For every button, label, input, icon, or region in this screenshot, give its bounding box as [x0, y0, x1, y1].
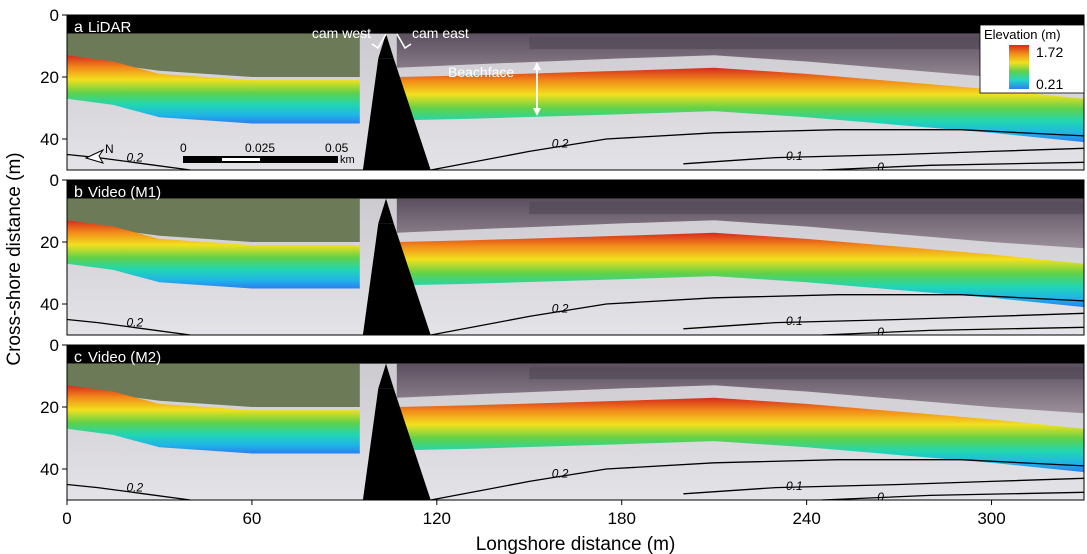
x-tick-label: 180: [608, 509, 636, 528]
dune-shadow: [529, 366, 1084, 380]
y-tick-label: 0: [50, 171, 59, 190]
x-tick-label: 300: [977, 509, 1005, 528]
elevation-band-west: [67, 385, 360, 454]
y-tick-label: 20: [40, 398, 59, 417]
vegetation-west: [67, 33, 360, 77]
panel-image: 0.2 0.2 0.1 0: [67, 345, 1084, 504]
scalebar-label: 0: [180, 141, 187, 155]
scalebar-segment: [222, 158, 260, 161]
cam-east-arrow: [396, 33, 412, 50]
beachface-label: Beachface: [448, 64, 514, 80]
contour-label: 0.1: [786, 314, 803, 328]
contour-line: [67, 153, 191, 170]
title-bar: [67, 15, 1084, 34]
y-tick-label: 20: [40, 233, 59, 252]
scalebar: [183, 156, 338, 163]
north-arrow-icon: [84, 148, 105, 164]
title-bar: [67, 180, 1084, 199]
panel-b: 0.2 0.2 0.1 0 b Video (M1): [66, 179, 1085, 339]
contour-label: 0.2: [126, 481, 143, 495]
colorbar-max-label: 1.72: [1036, 44, 1063, 60]
elevation-band-east: [396, 232, 1084, 308]
panel-image: 0.2 0.2 0.1 0: [67, 180, 1084, 339]
camera-mask-top: [378, 33, 394, 59]
colorbar: [1009, 45, 1029, 89]
panel-border: [66, 179, 1085, 336]
contour-line: [821, 491, 1084, 500]
beachface-arrow-head-down: [533, 108, 541, 116]
camera-mask: [362, 58, 431, 170]
contour-label: 0.2: [126, 151, 143, 165]
contour-line: [67, 483, 191, 500]
panel-a: 0.2 0.2 0.1 0 a LiDAR: [66, 14, 1085, 174]
contour-line: [67, 318, 191, 335]
panel-letter: b: [74, 184, 83, 201]
beachface-arrow-head-up: [533, 62, 541, 70]
scalebar-label: 0.05: [325, 141, 349, 155]
contour-line: [683, 147, 1084, 165]
panel-title: LiDAR: [88, 19, 132, 36]
panel-border: [66, 344, 1085, 501]
contour-line: [430, 129, 1084, 170]
cam-west-label: cam west: [312, 25, 371, 41]
contour-label: 0.2: [552, 137, 569, 151]
y-tick-label: 40: [40, 460, 59, 479]
x-tick-label: 120: [423, 509, 451, 528]
contour-line: [430, 294, 1084, 335]
y-tick-label: 40: [40, 295, 59, 314]
camera-mask: [362, 388, 431, 500]
x-tick-label: 240: [792, 509, 820, 528]
title-bar: [67, 345, 1084, 364]
contour-label: 0: [877, 160, 884, 174]
camera-mask-top: [378, 198, 394, 224]
elevation-band-east: [396, 397, 1084, 473]
contour-line: [683, 312, 1084, 330]
x-axis-label: Longshore distance (m): [476, 534, 676, 554]
panel-letter: a: [74, 19, 83, 36]
y-tick-label: 0: [50, 6, 59, 25]
x-tick-label: 60: [242, 509, 261, 528]
contour-line: [821, 161, 1084, 170]
colorbar-min-label: 0.21: [1036, 76, 1063, 92]
contour-line: [430, 459, 1084, 500]
panel-title: Video (M1): [88, 184, 161, 201]
panel-title: Video (M2): [88, 349, 161, 366]
contour-label: 0: [877, 325, 884, 339]
panel-c: 0.2 0.2 0.1 0 c Video (M2): [66, 344, 1085, 504]
panel-image: 0.2 0.2 0.1 0: [67, 15, 1084, 174]
contour-label: 0.2: [126, 316, 143, 330]
scalebar-label: 0.025: [245, 141, 275, 155]
north-arrow-label: N: [105, 142, 114, 156]
contour-label: 0.2: [552, 467, 569, 481]
elevation-band-west: [67, 55, 360, 124]
y-tick-label: 20: [40, 68, 59, 87]
dune-shadow: [529, 201, 1084, 215]
y-tick-label: 0: [50, 336, 59, 355]
elevation-band-east: [396, 67, 1084, 143]
contour-label: 0.1: [786, 479, 803, 493]
legend-box: [979, 24, 1085, 94]
elevation-band-west: [67, 220, 360, 289]
contour-label: 0.2: [552, 302, 569, 316]
legend-title: Elevation (m): [984, 27, 1061, 42]
cam-east-label: cam east: [412, 25, 469, 41]
x-tick-label: 0: [62, 509, 71, 528]
contour-label: 0: [877, 490, 884, 504]
camera-mask: [362, 223, 431, 335]
y-tick-label: 40: [40, 130, 59, 149]
contour-label: 0.1: [786, 149, 803, 163]
vegetation-west: [67, 198, 360, 242]
camera-mask-top: [378, 363, 394, 389]
dune-shadow: [529, 36, 1084, 50]
vegetation-west: [67, 363, 360, 407]
contour-line: [821, 326, 1084, 335]
contour-line: [683, 477, 1084, 495]
cam-west-arrow: [371, 33, 387, 50]
y-axis-label: Cross-shore distance (m): [4, 152, 25, 365]
scalebar-unit: km: [340, 154, 355, 166]
panel-letter: c: [74, 349, 82, 366]
